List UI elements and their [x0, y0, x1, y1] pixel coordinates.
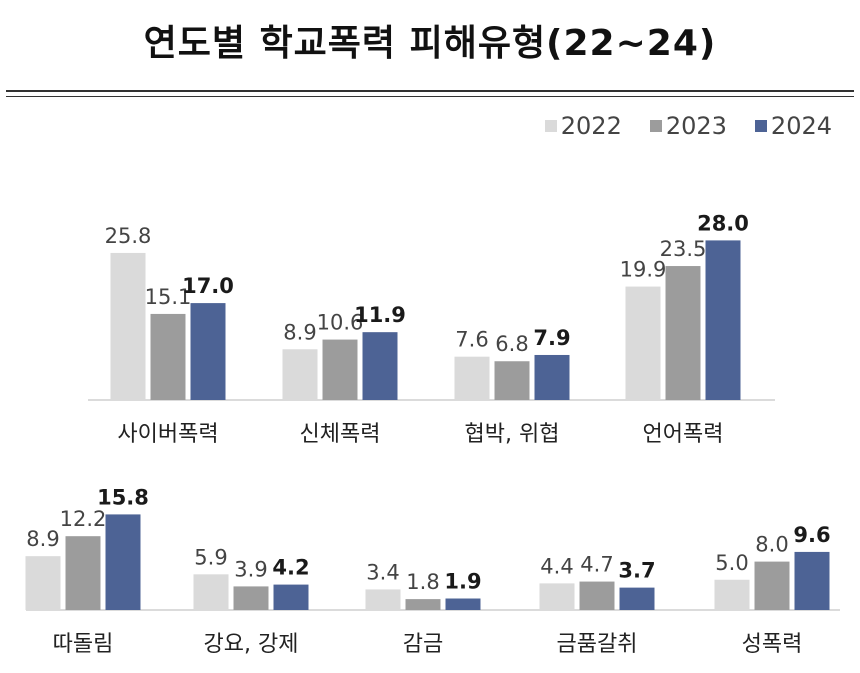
bar-강요-강제-2022	[193, 574, 229, 610]
category-label-신체폭력: 신체폭력	[300, 422, 381, 447]
value-label-언어폭력-2023: 23.5	[660, 237, 707, 261]
value-label-감금-2024: 1.9	[444, 570, 481, 594]
bar-감금-2023	[405, 599, 441, 610]
legend-swatch-2022	[544, 120, 557, 132]
legend-label-2022: 2022	[560, 112, 622, 140]
bar-강요-강제-2024	[273, 584, 309, 610]
value-label-금품갈취-2024: 3.7	[618, 559, 655, 583]
value-label-신체폭력-2024: 11.9	[354, 303, 406, 327]
legend-item-2022: 2022	[544, 112, 622, 140]
value-label-사이버폭력-2024: 17.0	[182, 274, 234, 298]
category-label-강요-강제: 강요, 강제	[204, 632, 299, 657]
legend-swatch-2023	[649, 120, 662, 132]
value-label-협박-위협-2024: 7.9	[533, 326, 570, 350]
legend: 2022 2023 2024	[544, 110, 832, 142]
value-label-감금-2022: 3.4	[366, 560, 399, 584]
value-label-따돌림-2023: 12.2	[60, 507, 107, 531]
category-label-사이버폭력: 사이버폭력	[117, 422, 218, 447]
category-label-성폭력: 성폭력	[742, 632, 803, 657]
bar-따돌림-2023	[65, 536, 101, 610]
legend-label-2023: 2023	[665, 112, 727, 140]
page-title: 연도별 학교폭력 피해유형(22~24)	[143, 23, 717, 64]
value-label-강요-강제-2022: 5.9	[194, 545, 227, 569]
title-rule-top	[6, 90, 854, 92]
bar-금품갈취-2022	[539, 583, 575, 610]
value-label-신체폭력-2022: 8.9	[283, 320, 316, 344]
bar-신체폭력-2024	[362, 332, 398, 400]
value-label-금품갈취-2022: 4.4	[540, 554, 573, 578]
value-label-성폭력-2022: 5.0	[715, 551, 748, 575]
value-label-강요-강제-2024: 4.2	[272, 556, 309, 580]
value-label-언어폭력-2024: 28.0	[697, 211, 749, 235]
category-label-협박-위협: 협박, 위협	[465, 422, 560, 447]
value-label-협박-위협-2022: 7.6	[455, 328, 488, 352]
value-label-신체폭력-2023: 10.6	[317, 311, 364, 335]
bar-성폭력-2022	[714, 579, 750, 610]
bar-언어폭력-2023	[665, 266, 701, 400]
category-label-금품갈취: 금품갈취	[557, 632, 638, 657]
bar-협박-위협-2024	[534, 354, 570, 400]
bar-신체폭력-2022	[282, 349, 318, 400]
value-label-협박-위협-2023: 6.8	[495, 332, 528, 356]
value-label-강요-강제-2023: 3.9	[234, 557, 267, 581]
category-label-언어폭력: 언어폭력	[643, 422, 724, 447]
value-label-따돌림-2024: 15.8	[97, 485, 149, 509]
bar-따돌림-2024	[105, 514, 141, 610]
value-label-사이버폭력-2023: 15.1	[145, 285, 192, 309]
bar-감금-2024	[445, 598, 481, 610]
value-label-감금-2023: 1.8	[406, 570, 439, 594]
value-label-사이버폭력-2022: 25.8	[105, 224, 152, 248]
bar-사이버폭력-2022	[110, 252, 146, 400]
bar-성폭력-2024	[794, 551, 830, 610]
legend-label-2024: 2024	[770, 112, 832, 140]
bar-금품갈취-2023	[579, 581, 615, 610]
bar-신체폭력-2023	[322, 339, 358, 400]
value-label-성폭력-2023: 8.0	[755, 533, 788, 557]
category-label-감금: 감금	[403, 632, 443, 657]
bar-사이버폭력-2024	[190, 303, 226, 400]
bar-성폭력-2023	[754, 561, 790, 610]
bar-강요-강제-2023	[233, 586, 269, 610]
bar-따돌림-2022	[25, 556, 61, 610]
value-label-성폭력-2024: 9.6	[793, 523, 830, 547]
legend-swatch-2024	[754, 120, 767, 132]
value-label-언어폭력-2022: 19.9	[620, 258, 667, 282]
bar-사이버폭력-2023	[150, 313, 186, 400]
bar-금품갈취-2024	[619, 587, 655, 610]
value-label-따돌림-2022: 8.9	[26, 527, 59, 551]
bar-감금-2022	[365, 589, 401, 610]
legend-item-2024: 2024	[754, 112, 832, 140]
bar-협박-위협-2022	[454, 356, 490, 400]
bar-협박-위협-2023	[494, 361, 530, 400]
title-rule-bottom	[6, 96, 854, 97]
legend-item-2023: 2023	[649, 112, 727, 140]
value-label-금품갈취-2023: 4.7	[580, 553, 613, 577]
bar-언어폭력-2024	[705, 240, 741, 400]
bar-언어폭력-2022	[625, 286, 661, 400]
category-label-따돌림: 따돌림	[53, 632, 114, 657]
